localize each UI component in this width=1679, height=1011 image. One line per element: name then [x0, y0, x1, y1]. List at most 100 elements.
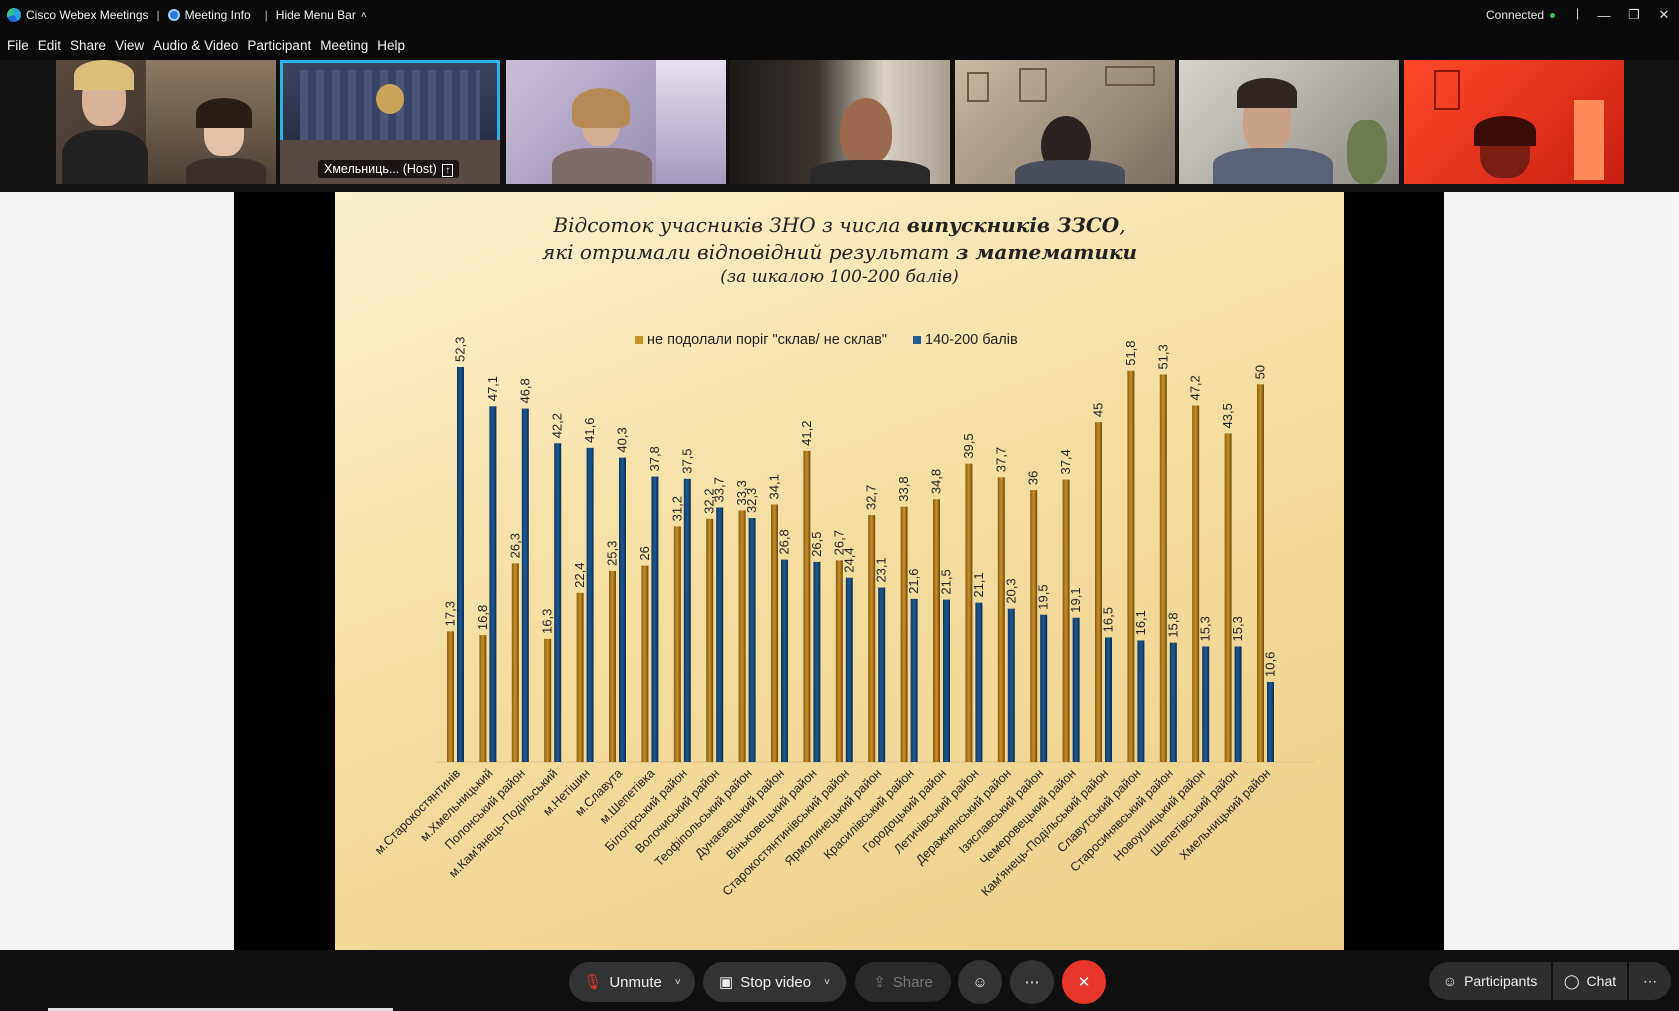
bar-high	[1169, 642, 1177, 762]
restore-icon[interactable]: ❐	[1628, 7, 1640, 22]
data-label: 37,5	[679, 448, 694, 473]
meeting-info-button[interactable]: Meeting Info	[167, 8, 251, 22]
chat-button[interactable]: ◯ Chat	[1553, 962, 1627, 1000]
bar-high	[1105, 637, 1112, 762]
participant-video[interactable]	[730, 60, 950, 184]
stage-gutter-left	[0, 192, 234, 950]
bar-fail	[1224, 433, 1232, 762]
bar-high	[1007, 608, 1015, 762]
data-label: 21,1	[971, 572, 986, 597]
title-separator: |	[264, 8, 268, 22]
data-label: 32,3	[744, 488, 759, 513]
bar-high	[651, 476, 659, 762]
participants-button[interactable]: ☺ Participants	[1429, 962, 1551, 1000]
close-icon: ✕	[1077, 974, 1091, 991]
data-label: 15,3	[1198, 616, 1213, 641]
person-icon: ☺	[1442, 973, 1458, 989]
connected-dot-icon	[1550, 12, 1556, 18]
smiley-icon: ☺	[972, 973, 988, 991]
data-label: 42,2	[550, 413, 565, 438]
close-window-icon[interactable]: ✕	[1658, 7, 1670, 22]
data-label: 37,7	[993, 447, 1008, 472]
data-label: 20,3	[1003, 578, 1018, 603]
menu-help[interactable]: Help	[377, 37, 406, 53]
bar-fail	[868, 515, 876, 762]
data-label: 34,8	[929, 469, 944, 494]
slide-title-line-2: які отримали відповідний результат з мат…	[541, 240, 1138, 264]
bar-high	[1267, 681, 1274, 762]
data-label: 26,5	[809, 532, 824, 557]
data-label: 19,5	[1036, 584, 1051, 609]
share-button[interactable]: ⇪ Share	[855, 962, 951, 1002]
bar-high	[586, 447, 594, 762]
participant-video[interactable]	[1179, 60, 1399, 184]
participant-video[interactable]	[955, 60, 1175, 184]
data-label: 22,4	[572, 563, 587, 588]
bar-fail	[771, 504, 778, 762]
data-label: 33,8	[896, 476, 911, 501]
data-label: 26,7	[831, 530, 846, 555]
menu-share[interactable]: Share	[70, 37, 107, 53]
bar-high	[683, 478, 691, 762]
data-label: 26	[637, 546, 652, 560]
unmute-label: Unmute	[609, 973, 662, 991]
bottom-progress-indicator	[48, 1008, 393, 1011]
menu-edit[interactable]: Edit	[37, 37, 62, 53]
stop-video-button[interactable]: ▣ Stop video ˅	[703, 962, 846, 1002]
data-label: 51,8	[1123, 340, 1138, 365]
data-label: 16,8	[475, 605, 490, 630]
leave-meeting-button[interactable]: ✕	[1062, 960, 1106, 1004]
minimize-icon[interactable]: —	[1597, 7, 1611, 23]
presentation-slide: Відсоток учасників ЗНО з числа випускник…	[335, 192, 1344, 950]
data-label: 15,3	[1230, 616, 1245, 641]
bar-fail	[447, 631, 454, 762]
shared-content-area: Відсоток учасників ЗНО з числа випускник…	[0, 192, 1679, 950]
participant-video[interactable]	[506, 60, 726, 184]
chevron-up-icon: ˄	[360, 9, 367, 21]
menu-audio-video[interactable]: Audio & Video	[153, 37, 239, 53]
menu-meeting[interactable]: Meeting	[320, 37, 369, 53]
data-label: 33,7	[712, 477, 727, 502]
slide-title-line-1: Відсоток учасників ЗНО з числа випускник…	[553, 213, 1126, 237]
menu-view[interactable]: View	[115, 37, 145, 53]
bar-fail	[997, 477, 1005, 762]
participant-video[interactable]	[1404, 60, 1624, 184]
legend-label: 140-200 балів	[925, 332, 1018, 348]
bar-fail	[673, 526, 681, 762]
data-label: 41,6	[582, 418, 597, 443]
data-label: 17,3	[443, 601, 458, 626]
data-label: 41,2	[799, 421, 814, 446]
bar-fail	[900, 506, 908, 762]
webex-logo-icon	[7, 8, 21, 22]
slide-subtitle: (за шкалою 100-200 балів)	[720, 267, 959, 287]
more-options-button[interactable]: ⋯	[1010, 960, 1054, 1004]
bar-high	[521, 408, 529, 762]
menu-participant[interactable]: Participant	[247, 37, 312, 53]
data-label: 45	[1091, 403, 1106, 417]
data-label: 26,8	[777, 529, 792, 554]
bar-fail	[479, 635, 487, 762]
data-label: 52,3	[453, 337, 468, 362]
menu-file[interactable]: File	[7, 37, 29, 53]
chat-bubble-icon: ◯	[1563, 972, 1580, 989]
bar-high	[554, 443, 562, 762]
bar-fail	[706, 518, 714, 762]
bar-high	[457, 367, 464, 762]
participant-video[interactable]	[56, 60, 276, 184]
data-label: 19,1	[1068, 587, 1083, 612]
bar-fail	[544, 638, 552, 762]
hide-menu-bar-button[interactable]: Hide Menu Bar ˄	[276, 8, 367, 22]
data-label: 43,5	[1220, 403, 1235, 428]
data-label: 31,2	[669, 496, 684, 521]
participant-strip: Хмельниць... (Host) ↑	[0, 60, 1679, 192]
bar-high	[813, 561, 821, 762]
unmute-button[interactable]: 🎙 Unmute ˅	[569, 962, 695, 1002]
share-label: Share	[892, 973, 933, 991]
data-label: 47,1	[485, 376, 500, 401]
panel-more-button[interactable]: ⋯	[1629, 962, 1671, 1000]
slide-title: Відсоток учасників ЗНО з числа випускник…	[335, 212, 1344, 288]
data-label: 16,1	[1133, 610, 1148, 635]
stop-video-label: Stop video	[740, 973, 812, 991]
reactions-button[interactable]: ☺	[958, 960, 1002, 1004]
participant-video-host[interactable]: Хмельниць... (Host) ↑	[280, 60, 500, 184]
